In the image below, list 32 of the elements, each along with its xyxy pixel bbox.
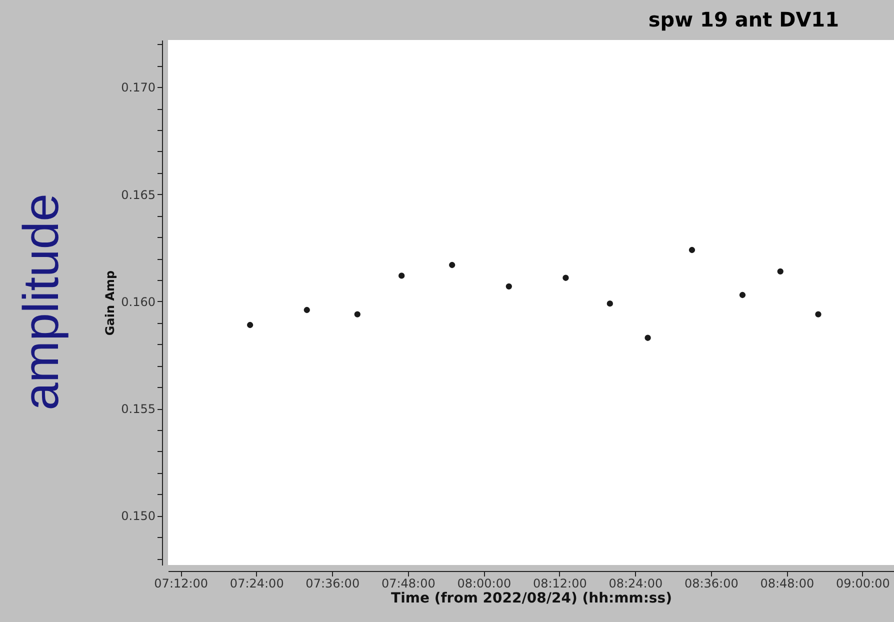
x-tick-label: 07:36:00 xyxy=(306,576,360,590)
x-axis-title: Time (from 2022/08/24) (hh:mm:ss) xyxy=(391,590,672,606)
point xyxy=(815,311,822,318)
point xyxy=(449,262,456,268)
y-tick-label: 0.150 xyxy=(121,509,156,524)
y-tick-label: 0.160 xyxy=(121,294,156,309)
x-tick-label: 08:48:00 xyxy=(760,576,814,590)
x-tick-label: 07:24:00 xyxy=(230,576,284,590)
point xyxy=(506,283,512,290)
point xyxy=(644,334,651,341)
x-tick-label: 07:12:00 xyxy=(154,576,208,590)
x-tick-label: 09:00:00 xyxy=(836,576,890,590)
x-tick-label: 08:24:00 xyxy=(608,576,663,590)
point xyxy=(777,268,784,275)
point xyxy=(606,300,613,307)
x-tick-label: 08:36:00 xyxy=(684,576,738,590)
y-tick-label: 0.165 xyxy=(121,188,156,202)
chart-title: spw 19 ant DV11 xyxy=(648,7,839,32)
point xyxy=(354,311,360,318)
point xyxy=(688,246,696,254)
point xyxy=(739,292,746,298)
point xyxy=(246,322,254,328)
text: amplitude xyxy=(13,194,69,410)
point xyxy=(304,306,310,314)
y-tick-label: 0.155 xyxy=(121,402,156,416)
x-tick-label: 08:00:00 xyxy=(457,576,512,590)
point xyxy=(398,272,405,279)
x-tick-label: 08:12:00 xyxy=(532,576,587,590)
point xyxy=(562,274,569,281)
y-tick-label: 0.170 xyxy=(121,80,156,95)
y-axis-title: Gain Amp xyxy=(103,270,118,336)
x-tick-label: 07:48:00 xyxy=(381,576,436,590)
